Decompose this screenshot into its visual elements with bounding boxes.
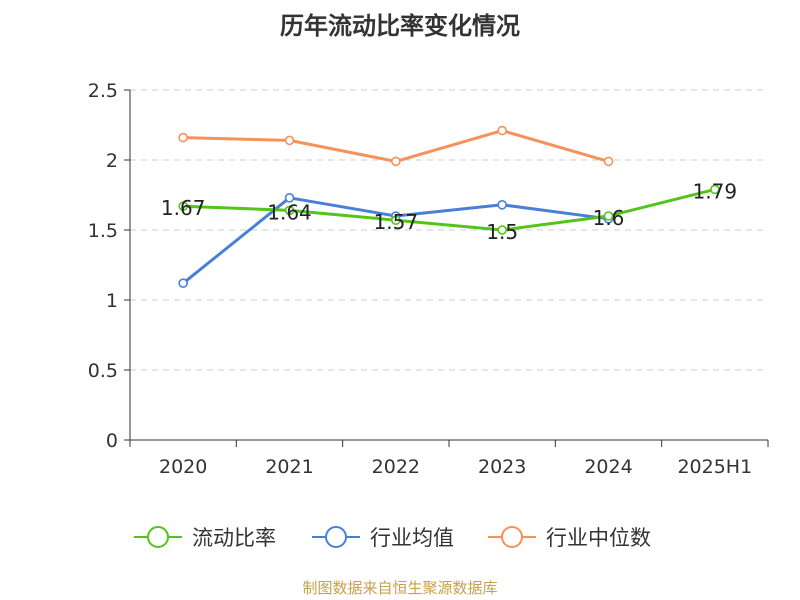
data-label: 1.6 xyxy=(593,206,625,230)
legend-label: 流动比率 xyxy=(192,526,276,550)
legend-marker xyxy=(501,526,523,548)
data-point xyxy=(284,205,295,216)
x-tick-label: 2024 xyxy=(584,456,632,478)
data-point xyxy=(497,200,507,210)
y-tick-label: 1.5 xyxy=(88,220,118,242)
data-point xyxy=(391,215,401,225)
source-note: 制图数据来自恒生聚源数据库 xyxy=(302,579,498,597)
data-label: 1.67 xyxy=(161,196,206,220)
data-point xyxy=(284,135,295,146)
data-point xyxy=(284,193,295,203)
y-tick-label: 2.5 xyxy=(88,80,118,102)
data-label: 1.64 xyxy=(267,200,312,224)
legend-marker xyxy=(147,526,169,548)
data-point xyxy=(603,156,614,167)
x-tick-label: 2023 xyxy=(478,456,526,478)
data-point xyxy=(178,278,188,289)
data-point xyxy=(178,201,188,211)
data-label: 1.79 xyxy=(693,179,738,203)
series-line xyxy=(183,187,716,232)
data-point xyxy=(710,184,720,195)
data-point xyxy=(178,132,188,143)
data-point xyxy=(497,225,507,235)
x-tick-label: 2025H1 xyxy=(677,456,752,478)
data-point xyxy=(603,211,614,221)
chart-title: 历年流动比率变化情况 xyxy=(280,12,520,40)
legend-label: 行业中位数 xyxy=(546,526,651,550)
legend-marker xyxy=(325,526,347,548)
x-tick-label: 2021 xyxy=(265,456,313,478)
x-tick-label: 2022 xyxy=(372,456,420,478)
y-tick-label: 2 xyxy=(106,150,118,172)
x-tick-label: 2020 xyxy=(159,456,207,478)
legend-label: 行业均值 xyxy=(370,526,454,550)
data-label: 1.5 xyxy=(486,220,518,244)
y-tick-label: 0 xyxy=(106,430,118,452)
data-point xyxy=(391,156,401,167)
y-tick-label: 1 xyxy=(106,290,118,312)
data-label: 1.57 xyxy=(374,210,419,234)
data-point xyxy=(497,125,507,136)
y-tick-label: 0.5 xyxy=(88,360,118,382)
